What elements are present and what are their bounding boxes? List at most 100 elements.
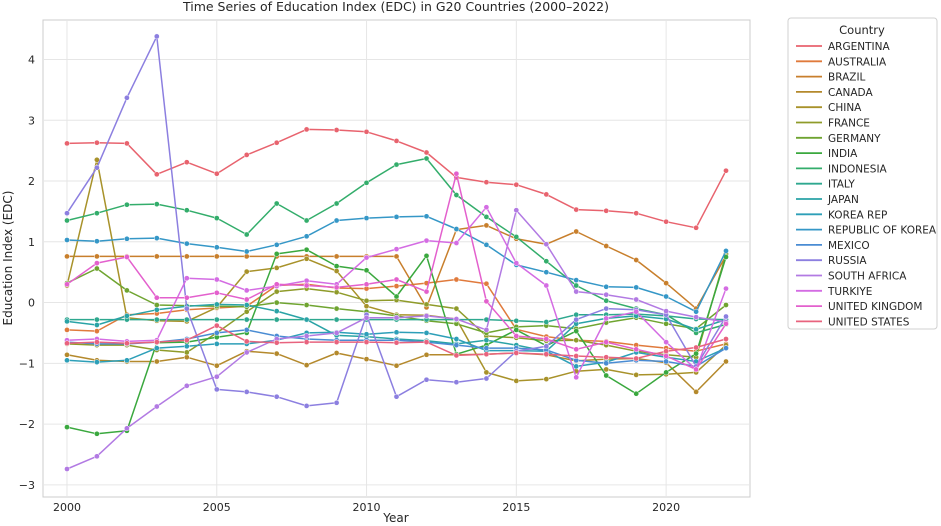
data-point (483, 337, 490, 344)
data-point (333, 253, 340, 260)
series-turkiye (64, 204, 729, 381)
data-point (94, 265, 100, 272)
data-point (94, 339, 100, 345)
data-point (183, 240, 190, 247)
data-point (573, 328, 580, 334)
data-point (94, 359, 100, 365)
data-point (663, 320, 669, 327)
data-point (94, 322, 100, 328)
legend-label: ARGENTINA (828, 41, 890, 53)
y-tick-label: 0 (28, 297, 35, 310)
data-point (513, 181, 520, 188)
y-tick-label: 2 (28, 175, 35, 188)
data-point (64, 217, 70, 224)
data-point (693, 350, 699, 357)
data-point (393, 138, 400, 144)
data-point (423, 288, 430, 295)
data-point (453, 352, 460, 359)
series-lines (64, 33, 729, 472)
data-point (64, 466, 70, 472)
data-point (633, 296, 640, 303)
data-point (213, 362, 220, 369)
series-united-kingdom (64, 170, 729, 373)
data-point (513, 327, 520, 333)
data-point (213, 341, 220, 347)
data-point (94, 453, 100, 460)
data-point (124, 287, 130, 294)
data-point (213, 330, 220, 336)
data-point (124, 94, 130, 101)
data-point (423, 376, 430, 383)
data-point (543, 241, 550, 248)
data-point (693, 326, 699, 333)
data-point (483, 280, 490, 287)
legend-item: GERMANY (796, 133, 881, 145)
data-point (333, 268, 340, 274)
legend-label: BRAZIL (828, 72, 866, 84)
data-point (483, 179, 490, 186)
data-point (513, 378, 520, 384)
data-point (663, 348, 669, 355)
legend-item: REPUBLIC OF KOREA (796, 225, 937, 237)
legend-label: AUSTRALIA (828, 56, 887, 68)
data-point (273, 265, 280, 271)
data-point (183, 253, 190, 260)
data-point (64, 318, 70, 325)
data-point (153, 302, 160, 308)
data-point (603, 315, 610, 322)
data-point (64, 327, 70, 333)
y-tick-label: 1 (28, 236, 35, 249)
data-point (453, 305, 460, 312)
data-point (213, 289, 220, 296)
data-point (453, 226, 460, 232)
data-point (333, 350, 340, 356)
data-point (543, 269, 550, 276)
data-point (213, 316, 220, 323)
legend-title: Country (839, 23, 885, 37)
data-point (453, 336, 460, 342)
data-point (243, 389, 250, 395)
y-tick-label: −1 (19, 357, 35, 370)
data-point (723, 302, 729, 308)
data-point (363, 128, 370, 135)
data-point (333, 263, 340, 269)
data-point (94, 260, 100, 266)
data-point (603, 283, 610, 290)
data-point (393, 214, 400, 220)
data-point (333, 289, 340, 296)
data-point (243, 327, 250, 333)
data-point (633, 346, 640, 353)
data-point (453, 316, 460, 322)
data-point (723, 167, 729, 174)
legend-label: KOREA REP (828, 209, 887, 221)
data-point (213, 276, 220, 283)
data-point (603, 360, 610, 367)
data-point (663, 358, 669, 365)
data-point (513, 234, 520, 240)
data-point (603, 243, 610, 249)
data-point (393, 329, 400, 336)
data-point (243, 152, 250, 158)
data-point (513, 207, 520, 214)
legend-label: INDIA (828, 148, 858, 160)
legend-item: BRAZIL (796, 72, 866, 84)
data-point (243, 302, 250, 308)
legend-label: MEXICO (828, 240, 870, 252)
data-point (393, 283, 400, 289)
data-point (213, 373, 220, 380)
data-point (183, 159, 190, 166)
legend-item: AUSTRALIA (796, 56, 887, 68)
data-point (273, 251, 280, 257)
legend-item: ITALY (796, 179, 855, 191)
data-point (693, 389, 699, 395)
data-point (213, 244, 220, 251)
legend-label: FRANCE (828, 118, 870, 130)
series-russia (64, 33, 729, 409)
data-point (94, 316, 100, 323)
data-point (573, 228, 580, 235)
data-point (423, 149, 430, 156)
data-point (693, 344, 699, 351)
x-tick-labels: 2000 2005 2010 2015 2020 (53, 501, 680, 514)
y-tick-label: −2 (19, 418, 35, 431)
chart-title: Time Series of Education Index (EDC) in … (182, 0, 609, 14)
